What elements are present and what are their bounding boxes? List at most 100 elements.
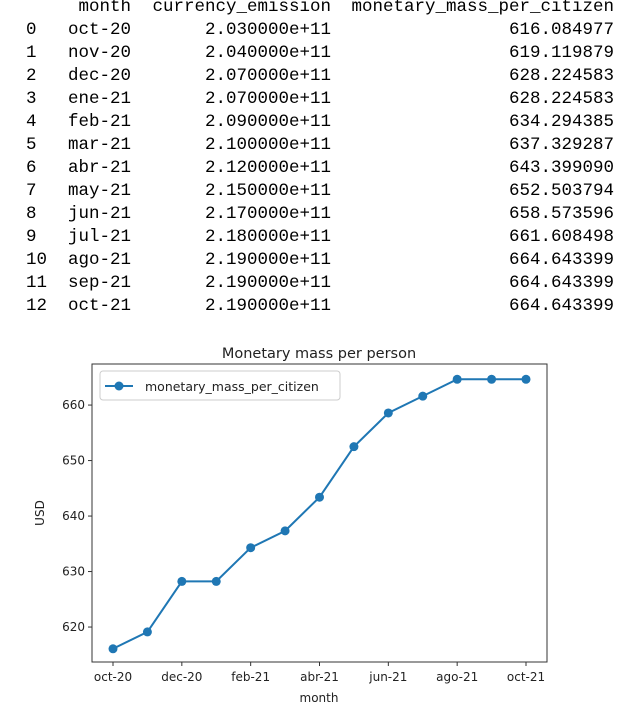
table-row: 4 feb-21 2.090000e+11 634.294385 <box>0 111 614 134</box>
table-cell: 634.294385 <box>508 112 614 132</box>
table-cell: oct-21 <box>67 296 131 316</box>
table-cell: 652.503794 <box>508 181 614 201</box>
table-row: 11 sep-21 2.190000e+11 664.643399 <box>0 272 614 295</box>
row-index: 5 <box>26 135 37 155</box>
x-tick-label: oct-21 <box>507 670 545 684</box>
table-row: 3 ene-21 2.070000e+11 628.224583 <box>0 88 614 111</box>
table-cell: may-21 <box>67 181 131 201</box>
table-cell: dec-20 <box>67 66 131 86</box>
table-row: 2 dec-20 2.070000e+11 628.224583 <box>0 65 614 88</box>
data-point <box>452 374 462 384</box>
row-index: 8 <box>26 204 37 224</box>
table-cell: 637.329287 <box>508 135 614 155</box>
table-cell: 2.190000e+11 <box>204 250 331 270</box>
table-cell: 628.224583 <box>508 66 614 86</box>
table-row: 7 may-21 2.150000e+11 652.503794 <box>0 180 614 203</box>
table-cell: abr-21 <box>67 158 131 178</box>
table-row: 0 oct-20 2.030000e+11 616.084977 <box>0 19 614 42</box>
y-tick-label: 630 <box>62 565 85 579</box>
row-index: 6 <box>26 158 37 178</box>
legend-label: monetary_mass_per_citizen <box>145 379 319 394</box>
table-row: 1 nov-20 2.040000e+11 619.119879 <box>0 42 614 65</box>
x-tick-label: abr-21 <box>300 670 339 684</box>
data-point <box>177 576 187 586</box>
data-point <box>521 374 531 384</box>
table-cell: jul-21 <box>67 227 131 247</box>
data-point <box>418 391 428 401</box>
table-row: 6 abr-21 2.120000e+11 643.399090 <box>0 157 614 180</box>
table-header: month currency_emission monetary_mass_per_… <box>0 0 614 19</box>
column-header: currency_emission <box>152 0 331 17</box>
table-cell: 2.120000e+11 <box>204 158 331 178</box>
data-point <box>315 492 324 502</box>
table-cell: 2.170000e+11 <box>204 204 331 224</box>
table-row: 12 oct-21 2.190000e+11 664.643399 <box>0 295 614 318</box>
table-cell: ene-21 <box>67 89 131 109</box>
y-tick-label: 620 <box>62 620 85 634</box>
table-cell: oct-20 <box>67 20 131 40</box>
x-tick-label: dec-20 <box>161 670 202 684</box>
series-line <box>112 378 526 650</box>
table-cell: 2.090000e+11 <box>204 112 331 132</box>
plot-area <box>91 363 548 663</box>
table-cell: 616.084977 <box>508 20 614 40</box>
table-cell: 2.070000e+11 <box>204 66 331 86</box>
table-cell: 2.100000e+11 <box>204 135 331 155</box>
table-cell: 2.150000e+11 <box>204 181 331 201</box>
row-index: 0 <box>26 20 37 40</box>
row-index: 9 <box>26 227 37 247</box>
y-tick-label: 640 <box>62 509 85 523</box>
data-point <box>246 543 256 553</box>
table-cell: 658.573596 <box>508 204 614 224</box>
table-cell: nov-20 <box>67 43 131 63</box>
table-cell: 661.608498 <box>508 227 614 247</box>
table-cell: 2.030000e+11 <box>204 20 331 40</box>
legend: monetary_mass_per_citizen <box>99 370 341 401</box>
x-axis-label: month <box>300 691 339 705</box>
y-tick-label: 660 <box>62 398 85 412</box>
table-cell: feb-21 <box>67 112 131 132</box>
chart-title: Monetary mass per person <box>222 346 416 362</box>
data-point <box>487 374 497 384</box>
table-cell: 664.643399 <box>508 273 614 293</box>
table-cell: mar-21 <box>67 135 131 155</box>
table-cell: jun-21 <box>67 204 131 224</box>
table-row: 5 mar-21 2.100000e+11 637.329287 <box>0 134 614 157</box>
table-cell: sep-21 <box>67 273 131 293</box>
row-index: 3 <box>26 89 37 109</box>
x-tick-label: ago-21 <box>436 670 478 684</box>
table-cell: 619.119879 <box>508 43 614 63</box>
table-cell: 2.190000e+11 <box>204 296 331 316</box>
y-axis-label: USD <box>33 500 47 526</box>
x-tick-label: feb-21 <box>231 670 270 684</box>
table-row: 10 ago-21 2.190000e+11 664.643399 <box>0 249 614 272</box>
dataframe-table: month currency_emission monetary_mass_per_… <box>0 0 614 318</box>
table-cell: ago-21 <box>67 250 131 270</box>
table-cell: 2.190000e+11 <box>204 273 331 293</box>
data-point <box>383 408 393 418</box>
legend-marker <box>114 381 124 391</box>
row-index: 1 <box>26 43 37 63</box>
data-point <box>280 526 290 536</box>
table-cell: 643.399090 <box>508 158 614 178</box>
table-cell: 2.180000e+11 <box>204 227 331 247</box>
x-tick-label: jun-21 <box>368 670 407 684</box>
table-cell: 664.643399 <box>508 296 614 316</box>
data-point <box>142 627 152 637</box>
line-chart: Monetary mass per person 620 630 640 650 660… <box>33 346 548 705</box>
row-index: 4 <box>26 112 37 132</box>
table-cell: 628.224583 <box>508 89 614 109</box>
data-point <box>211 576 221 586</box>
row-index: 12 <box>26 296 48 316</box>
row-index: 7 <box>26 181 37 201</box>
data-point <box>349 442 359 452</box>
row-index: 2 <box>26 66 37 86</box>
table-cell: 2.070000e+11 <box>204 89 331 109</box>
row-index: 11 <box>26 273 48 293</box>
table-cell: 2.040000e+11 <box>204 43 331 63</box>
legend-box <box>99 370 341 401</box>
y-tick-label: 650 <box>62 454 85 468</box>
column-header <box>0 0 56 19</box>
table-row: 9 jul-21 2.180000e+11 661.608498 <box>0 226 614 249</box>
table-row: 8 jun-21 2.170000e+11 658.573596 <box>0 203 614 226</box>
